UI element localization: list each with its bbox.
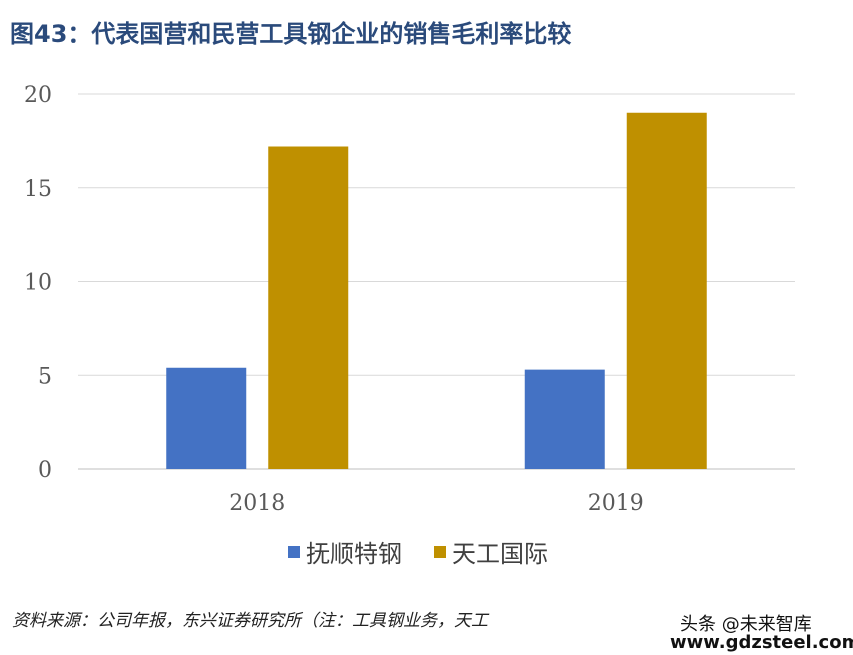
legend-swatch	[288, 546, 300, 558]
bar-抚顺特钢-2019	[524, 369, 605, 469]
bar-chart: 0 5 10 15 20 2018 2019 抚顺特钢 天工国际	[24, 83, 795, 568]
x-tick-label: 2019	[588, 491, 644, 516]
x-axis-ticks: 2018 2019	[229, 491, 644, 516]
watermark-text: 头条 @未来智库	[680, 614, 812, 635]
x-tick-label: 2018	[229, 491, 285, 516]
chart-title: 图43：代表国营和民营工具钢企业的销售毛利率比较	[10, 20, 572, 48]
source-note: 资料来源：公司年报，东兴证券研究所（注：工具钢业务，天工	[12, 611, 488, 631]
bars	[166, 112, 707, 469]
y-tick-label: 10	[24, 271, 52, 296]
legend: 抚顺特钢 天工国际	[288, 540, 548, 568]
y-tick-label: 5	[38, 364, 52, 389]
y-tick-label: 20	[24, 83, 52, 108]
y-axis-ticks: 0 5 10 15 20	[24, 83, 52, 483]
legend-swatch	[434, 546, 446, 558]
legend-label: 抚顺特钢	[306, 540, 402, 568]
y-tick-label: 15	[24, 177, 52, 202]
bar-天工国际-2019	[626, 112, 707, 469]
bar-天工国际-2018	[268, 146, 349, 469]
watermark-url: www.gdzsteel.com	[670, 632, 853, 653]
legend-label: 天工国际	[452, 540, 548, 568]
y-tick-label: 0	[38, 458, 52, 483]
bar-抚顺特钢-2018	[166, 367, 247, 469]
